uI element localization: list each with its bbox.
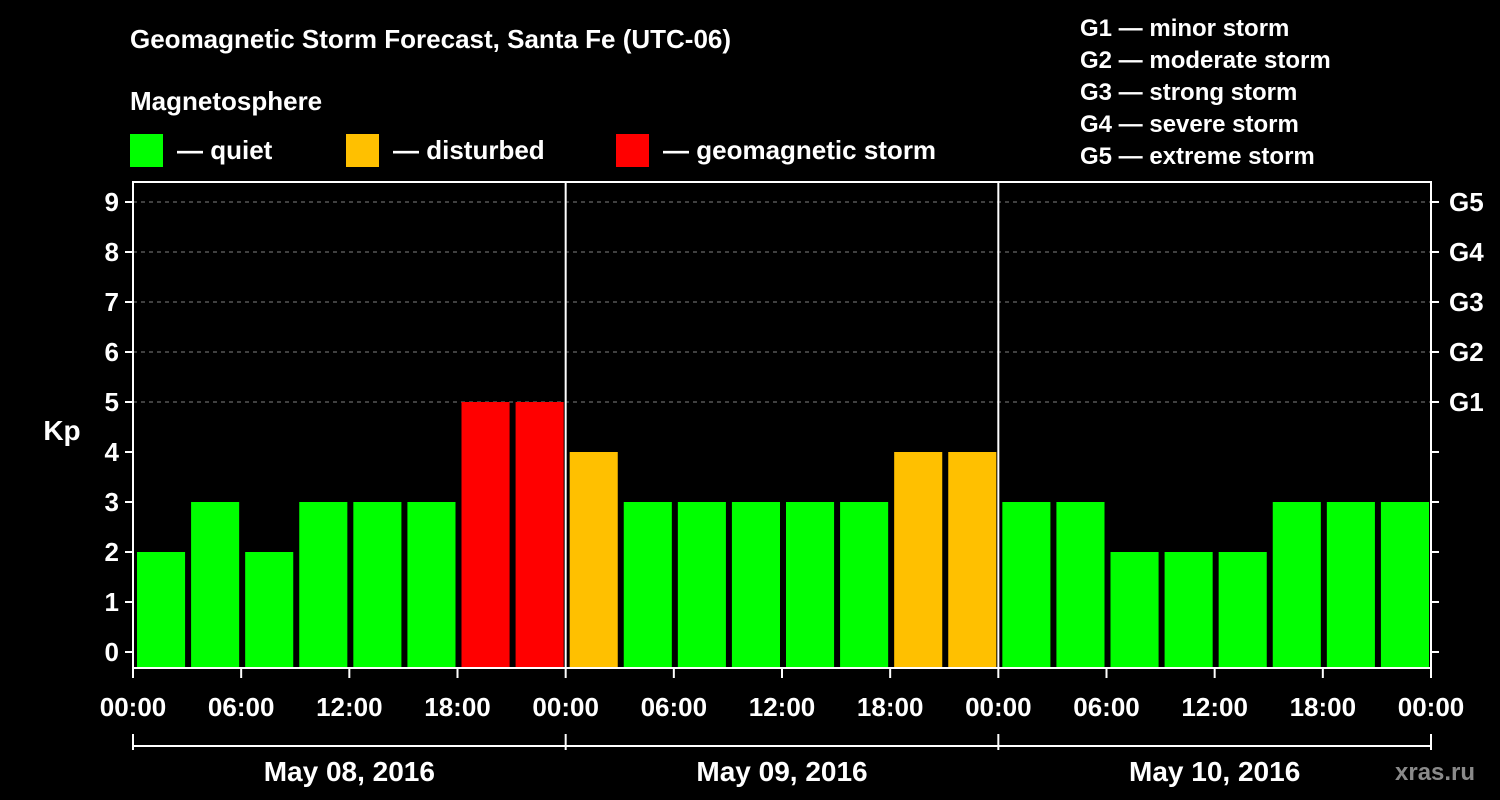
kp-bar xyxy=(677,502,726,668)
kp-bar xyxy=(353,502,402,668)
legend-item-disturbed: — disturbed xyxy=(346,133,545,167)
kp-bar xyxy=(191,502,240,668)
kp-bar xyxy=(1110,552,1159,668)
legend-item-storm: — geomagnetic storm xyxy=(616,133,937,167)
g-scale-g4: G4 — severe storm xyxy=(1080,111,1299,138)
x-tick-label: 18:00 xyxy=(424,692,491,722)
legend-label-storm: — geomagnetic storm xyxy=(663,134,937,165)
day-label: May 08, 2016 xyxy=(264,756,435,787)
x-tick-label: 00:00 xyxy=(965,692,1032,722)
kp-bar xyxy=(137,552,186,668)
y-tick-label: 9 xyxy=(105,187,119,217)
kp-bar xyxy=(948,452,997,668)
chart-title: Geomagnetic Storm Forecast, Santa Fe (UT… xyxy=(130,24,732,54)
kp-bar xyxy=(1218,552,1267,668)
y-axis-label: Kp xyxy=(43,415,80,446)
y-tick-label: 7 xyxy=(105,287,119,317)
kp-bar xyxy=(894,452,943,668)
legend-heading: Magnetosphere xyxy=(130,86,323,116)
legend-swatch-quiet xyxy=(130,133,163,167)
kp-bar xyxy=(1002,502,1051,668)
x-tick-label: 06:00 xyxy=(641,692,708,722)
kp-bar xyxy=(569,452,618,668)
y-tick-label: 2 xyxy=(105,537,119,567)
kp-bar xyxy=(461,402,510,668)
y-tick-label: 3 xyxy=(105,487,119,517)
kp-bar xyxy=(1272,502,1321,668)
x-tick-label: 06:00 xyxy=(1073,692,1140,722)
x-tick-label: 18:00 xyxy=(857,692,924,722)
x-tick-label: 00:00 xyxy=(532,692,599,722)
kp-bar xyxy=(840,502,889,668)
day-label: May 10, 2016 xyxy=(1129,756,1300,787)
kp-bar xyxy=(1056,502,1105,668)
kp-bar xyxy=(623,502,672,668)
kp-bar xyxy=(786,502,835,668)
day-label: May 09, 2016 xyxy=(696,756,867,787)
kp-bar xyxy=(1164,552,1213,668)
legend-item-quiet: — quiet xyxy=(130,133,273,167)
g-level-label: G3 xyxy=(1449,287,1484,317)
kp-bar xyxy=(731,502,780,668)
x-tick-label: 00:00 xyxy=(1398,692,1465,722)
y-tick-label: 0 xyxy=(105,637,119,667)
legend-label-disturbed: — disturbed xyxy=(393,134,545,165)
legend-swatch-storm xyxy=(616,133,649,167)
legend-swatch-disturbed xyxy=(346,133,379,167)
g-scale-g5: G5 — extreme storm xyxy=(1080,143,1315,170)
g-scale-g2: G2 — moderate storm xyxy=(1080,47,1331,74)
y-tick-label: 6 xyxy=(105,337,119,367)
x-tick-label: 00:00 xyxy=(100,692,167,722)
x-tick-label: 12:00 xyxy=(1181,692,1248,722)
y-tick-label: 1 xyxy=(105,587,119,617)
x-tick-label: 06:00 xyxy=(208,692,275,722)
y-tick-label: 4 xyxy=(105,437,120,467)
kp-bar xyxy=(245,552,294,668)
y-tick-label: 5 xyxy=(105,387,119,417)
g-level-label: G4 xyxy=(1449,237,1484,267)
g-scale-g3: G3 — strong storm xyxy=(1080,79,1298,106)
g-scale-g1: G1 — minor storm xyxy=(1080,15,1290,42)
g-level-label: G2 xyxy=(1449,337,1484,367)
y-tick-label: 8 xyxy=(105,237,119,267)
watermark: xras.ru xyxy=(1395,759,1475,786)
g-level-label: G5 xyxy=(1449,187,1484,217)
legend-label-quiet: — quiet xyxy=(177,134,273,165)
kp-bar xyxy=(1380,502,1429,668)
kp-bar xyxy=(515,402,564,668)
kp-bar xyxy=(1326,502,1375,668)
x-tick-label: 12:00 xyxy=(749,692,816,722)
kp-bar xyxy=(407,502,456,668)
g-level-label: G1 xyxy=(1449,387,1484,417)
x-tick-label: 18:00 xyxy=(1290,692,1357,722)
x-tick-label: 12:00 xyxy=(316,692,383,722)
kp-bar xyxy=(299,502,348,668)
